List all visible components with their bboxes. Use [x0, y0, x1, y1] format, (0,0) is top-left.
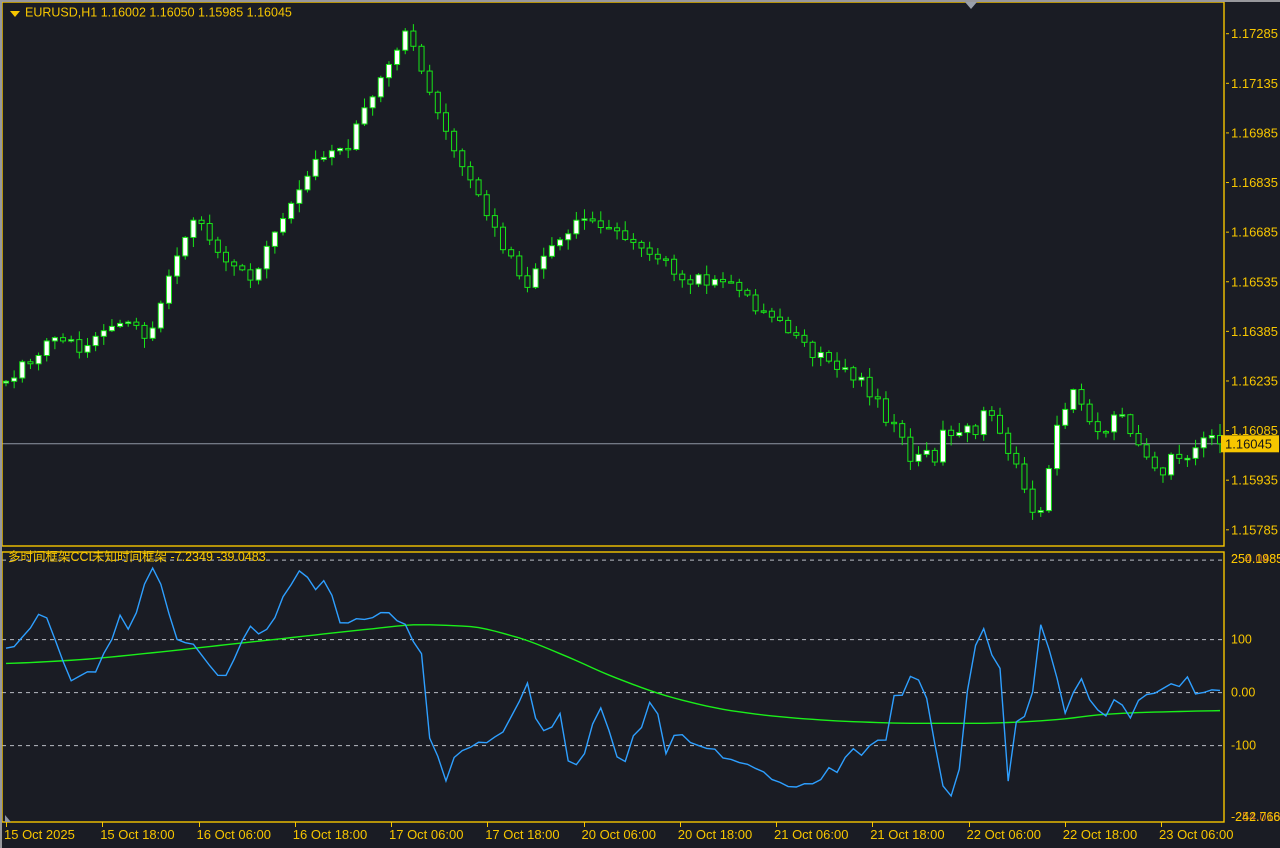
- svg-text:-242.7665: -242.7665: [1231, 810, 1280, 824]
- svg-text:多时间框架CCI未知时间框架 -7.2349 -39.048: 多时间框架CCI未知时间框架 -7.2349 -39.0483: [8, 550, 266, 564]
- svg-text:1.17285: 1.17285: [1231, 26, 1278, 41]
- svg-text:1.16685: 1.16685: [1231, 225, 1278, 240]
- svg-text:100: 100: [1231, 633, 1252, 647]
- svg-text:0.00: 0.00: [1231, 686, 1255, 700]
- svg-text:EURUSD,H1 1.16002 1.16050 1.: EURUSD,H1 1.16002 1.16050 1.15985 1.1604…: [25, 6, 292, 20]
- svg-text:1.16385: 1.16385: [1231, 324, 1278, 339]
- svg-text:1.16985: 1.16985: [1231, 125, 1278, 140]
- svg-text:-100: -100: [1231, 739, 1256, 753]
- svg-text:1.15935: 1.15935: [1231, 473, 1278, 488]
- svg-text:250.1985: 250.1985: [1231, 552, 1280, 566]
- svg-text:1.16045: 1.16045: [1225, 436, 1272, 451]
- svg-text:1.17135: 1.17135: [1231, 76, 1278, 91]
- svg-text:1.15785: 1.15785: [1231, 522, 1278, 537]
- svg-text:1.16235: 1.16235: [1231, 373, 1278, 388]
- svg-text:1.16835: 1.16835: [1231, 175, 1278, 190]
- svg-text:1.16535: 1.16535: [1231, 274, 1278, 289]
